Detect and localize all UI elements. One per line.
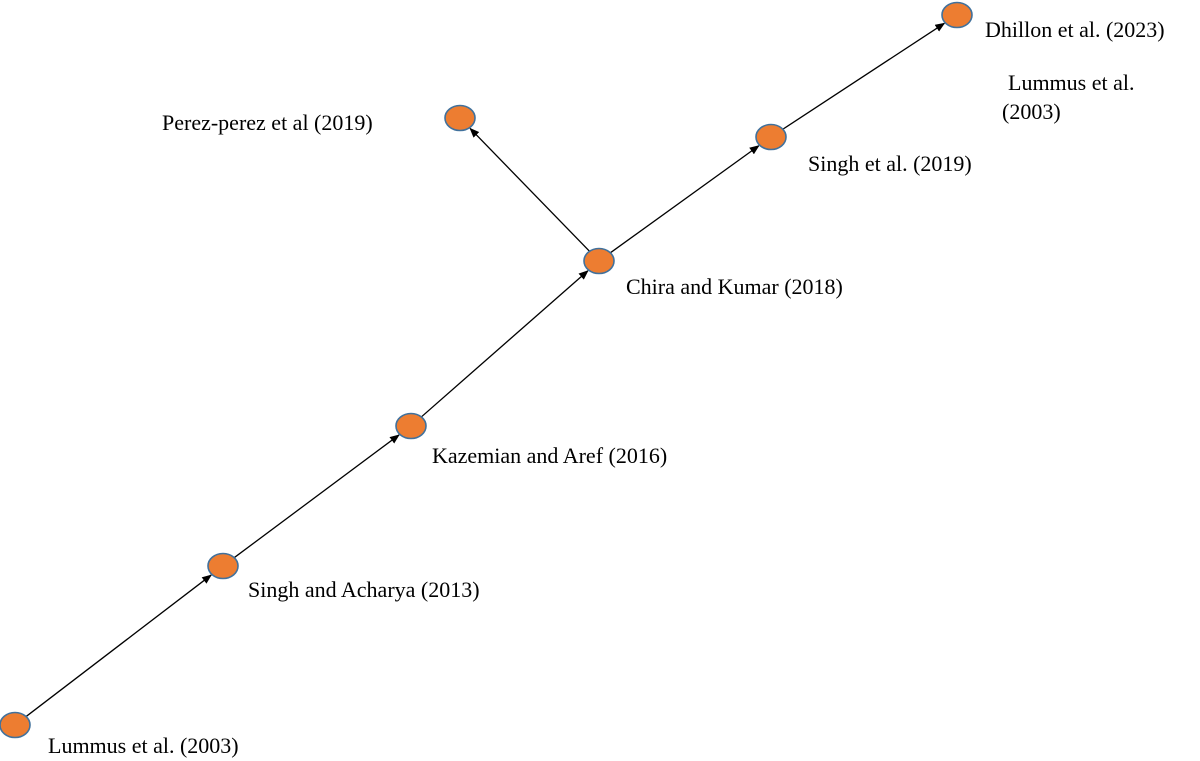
nodes-layer [0,1,973,739]
label-chira-kumar-2018: Chira and Kumar (2018) [626,274,843,299]
node-singh-acharya-2013 [207,552,239,580]
edges-layer [25,22,946,718]
node-dhillon-2023 [941,1,973,29]
node-chira-kumar-2018 [583,247,615,275]
edge-chira-kumar-2018-to-singh-2019 [609,145,760,254]
edge-singh-acharya-2013-to-kazemian-aref-2016 [233,434,400,559]
node-lummus-2003-start [0,711,31,739]
node-kazemian-aref-2016 [395,412,427,440]
edge-lummus-2003-start-to-singh-acharya-2013 [25,574,212,718]
annotation-line-2: (2003) [1002,99,1061,124]
labels-layer: Lummus et al. (2003) Singh and Acharya (2… [48,17,1165,758]
label-kazemian-aref-2016: Kazemian and Aref (2016) [432,443,667,468]
annotation-line-1: Lummus et al. [1008,70,1134,95]
edge-kazemian-aref-2016-to-chira-kumar-2018 [420,270,589,418]
edge-singh-2019-to-dhillon-2023 [782,22,946,130]
node-singh-2019 [755,123,787,151]
label-singh-2019: Singh et al. (2019) [808,151,972,176]
label-perez-perez-2019: Perez-perez et al (2019) [162,110,373,135]
edge-chira-kumar-2018-to-perez-perez-2019 [469,127,591,252]
label-singh-acharya-2013: Singh and Acharya (2013) [248,577,480,602]
label-lummus-2003-start: Lummus et al. (2003) [48,733,239,758]
node-perez-perez-2019 [444,104,476,132]
label-dhillon-2023: Dhillon et al. (2023) [985,17,1165,42]
